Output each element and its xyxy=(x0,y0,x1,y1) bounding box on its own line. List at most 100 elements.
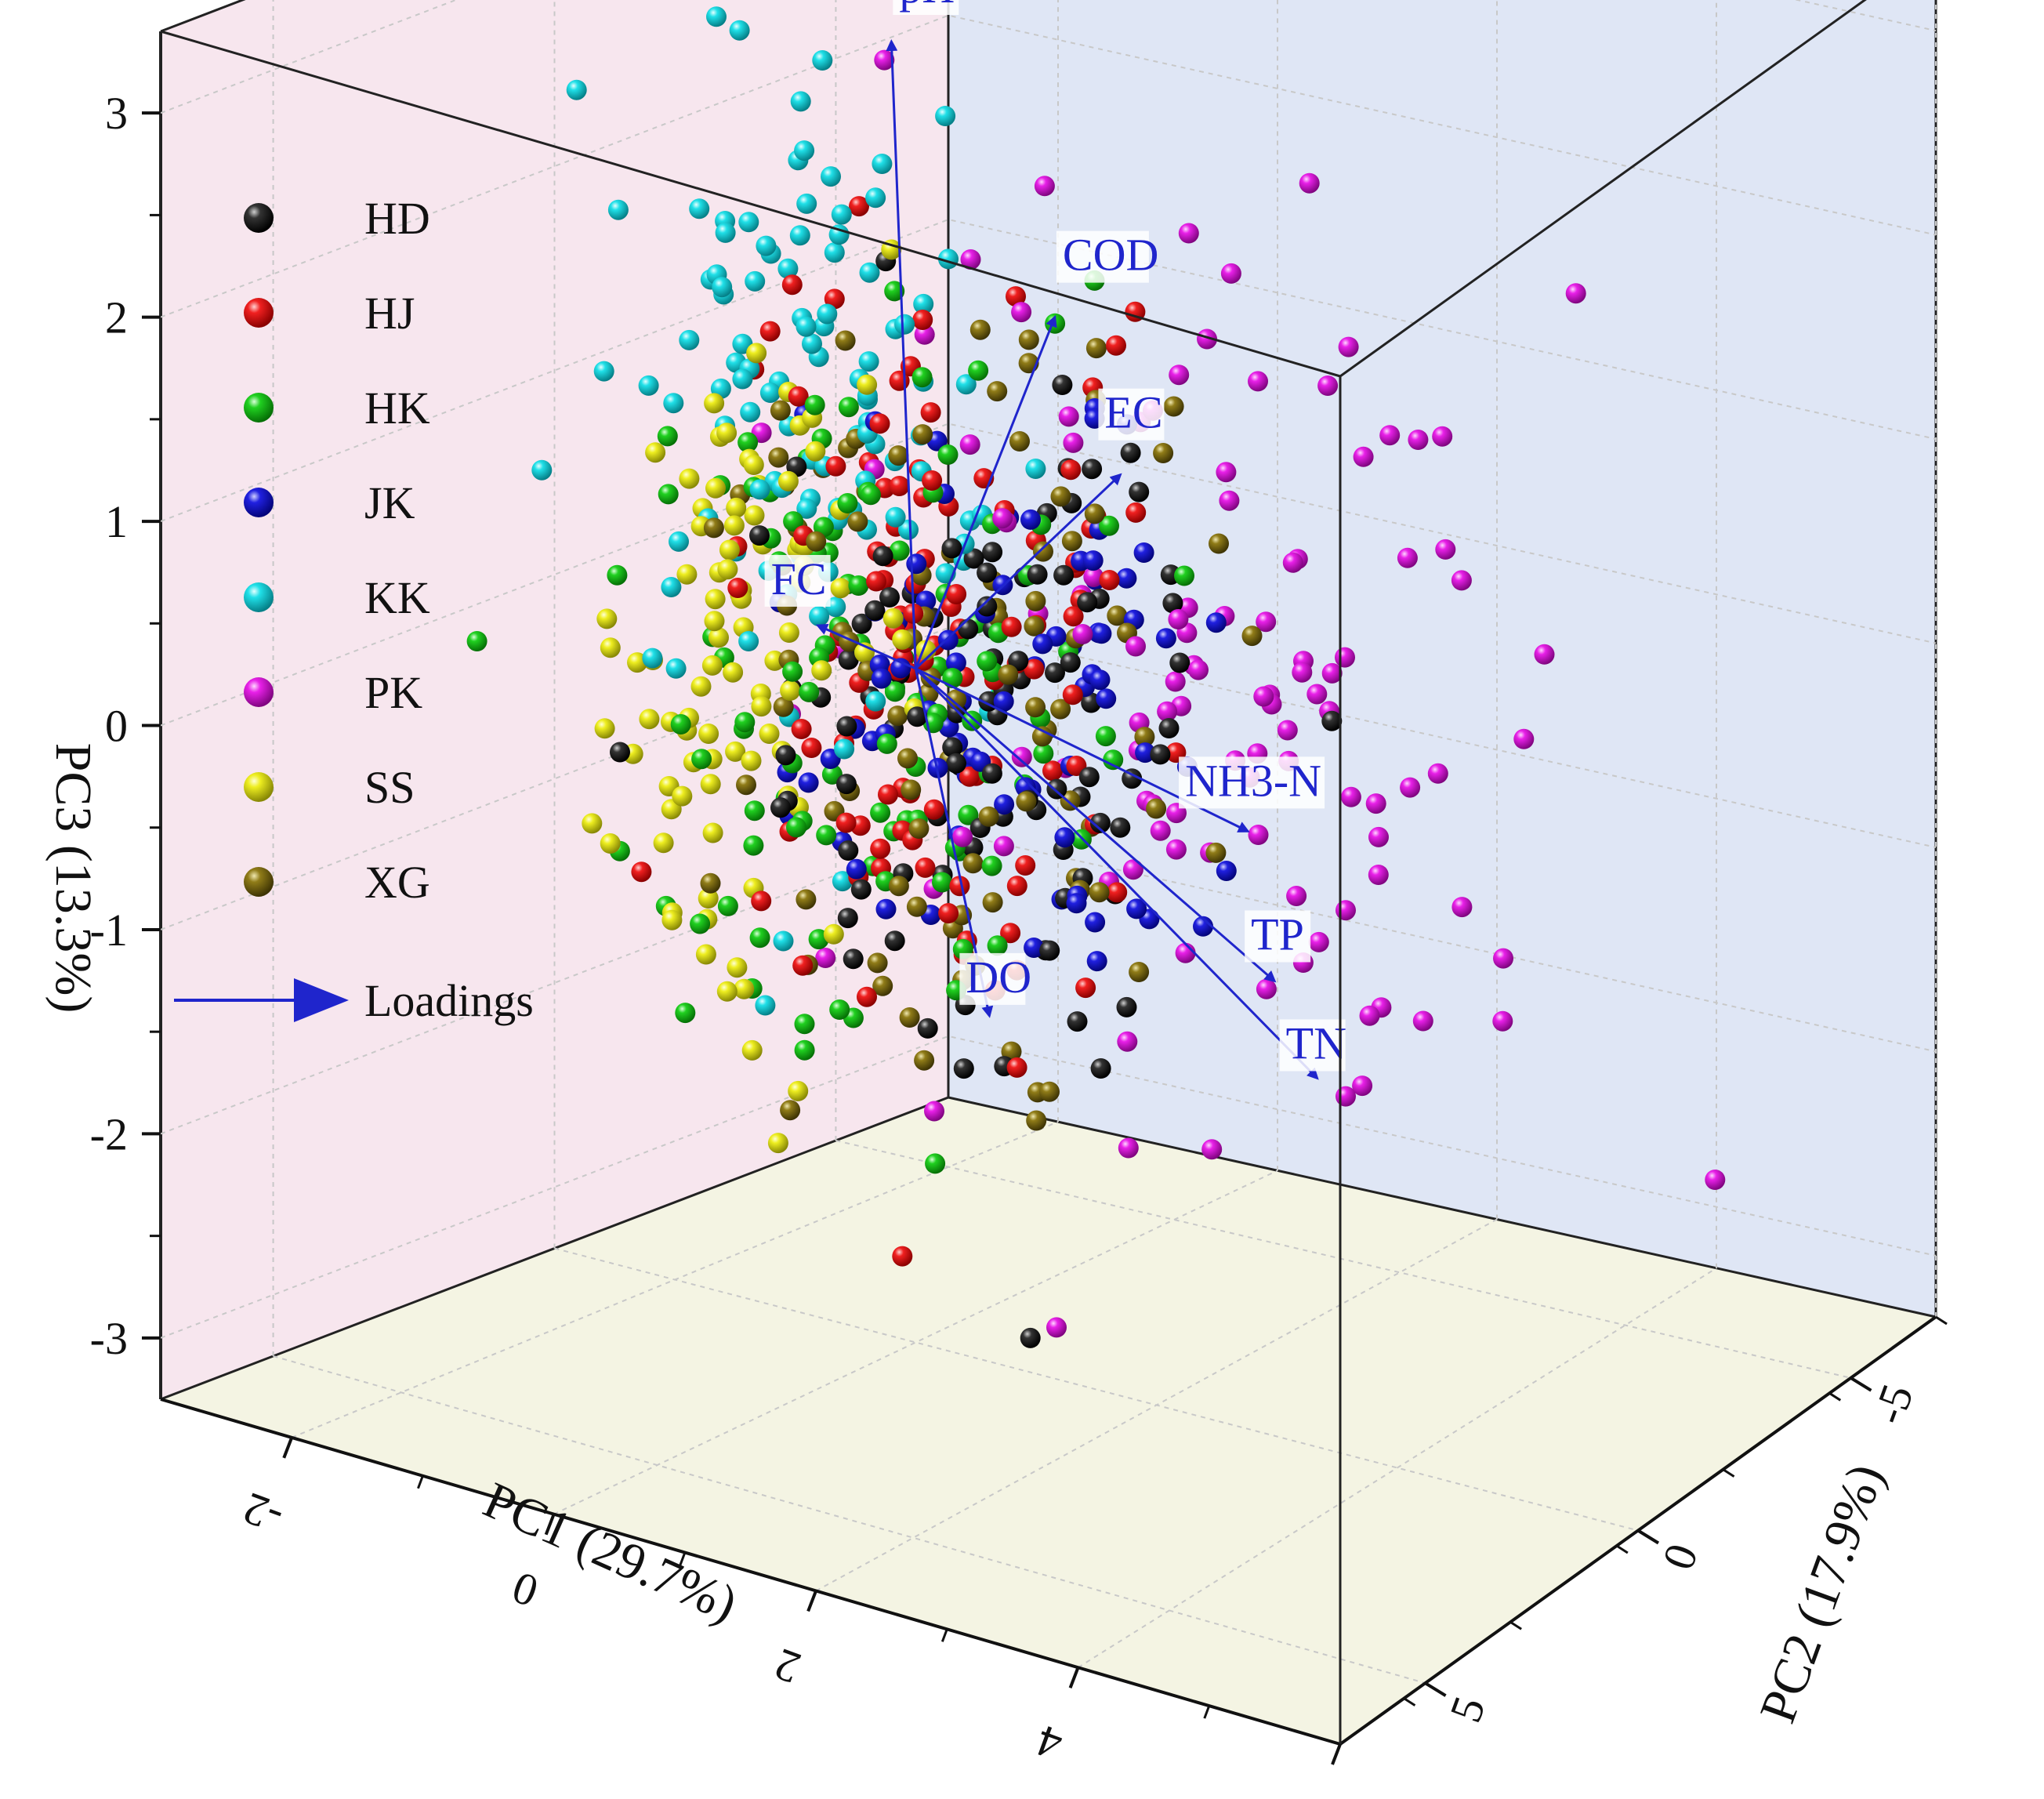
y-minor-tick xyxy=(1509,1621,1522,1630)
point-SS xyxy=(701,655,723,676)
point-HD xyxy=(1089,812,1111,833)
point-HJ xyxy=(1106,335,1126,356)
point-HJ xyxy=(791,719,812,739)
point-PK xyxy=(924,1101,944,1122)
point-KK xyxy=(1025,459,1046,479)
point-KK xyxy=(740,401,761,423)
legend-marker-jk xyxy=(244,488,274,517)
point-HD xyxy=(1082,459,1103,480)
wall-grid-z xyxy=(160,14,1937,318)
point-HK xyxy=(466,631,487,651)
box-top-right-edge xyxy=(1339,0,1867,378)
legend-marker-ss xyxy=(244,772,274,802)
point-PK xyxy=(1317,375,1339,396)
point-XG xyxy=(1134,727,1155,748)
point-JK xyxy=(798,772,819,793)
point-HD xyxy=(1321,710,1343,731)
point-JK xyxy=(1091,623,1112,644)
point-PK xyxy=(1046,1317,1067,1338)
point-HD xyxy=(946,753,966,774)
point-SS xyxy=(857,374,878,395)
point-PK xyxy=(1178,223,1199,244)
point-HJ xyxy=(792,955,814,976)
point-HD xyxy=(907,706,928,727)
point-KK xyxy=(821,166,841,187)
point-XG xyxy=(912,424,933,445)
point-XG xyxy=(835,330,856,351)
point-XG xyxy=(1084,503,1105,524)
point-PK xyxy=(874,49,895,71)
point-SS xyxy=(734,978,755,999)
point-HD xyxy=(1039,940,1060,961)
point-HD xyxy=(749,525,770,546)
point-HJ xyxy=(801,738,822,758)
point-XG xyxy=(1025,590,1046,611)
point-HJ xyxy=(870,838,891,859)
point-PK xyxy=(1308,931,1329,952)
point-PK xyxy=(1072,624,1093,644)
wall-grid-z xyxy=(160,831,1937,1135)
point-JK xyxy=(993,691,1014,712)
point-HD xyxy=(977,596,998,617)
loading-label-bg xyxy=(959,952,1026,1005)
point-SS xyxy=(690,676,712,697)
point-HD xyxy=(884,930,905,952)
loading-label-bg xyxy=(764,554,831,607)
z-tick-label: 2 xyxy=(105,292,128,343)
point-PK xyxy=(1368,826,1389,847)
point-SS xyxy=(723,662,744,683)
point-PK xyxy=(1150,820,1171,841)
point-XG xyxy=(1085,338,1107,359)
point-XG xyxy=(906,896,927,917)
point-HJ xyxy=(1015,855,1036,876)
point-KK xyxy=(885,506,906,528)
point-JK xyxy=(1116,568,1137,589)
point-SS xyxy=(751,696,772,717)
legend-marker-hd xyxy=(244,203,274,233)
point-HK xyxy=(870,802,891,823)
point-PK xyxy=(1286,886,1307,906)
point-KK xyxy=(745,270,766,292)
point-HD xyxy=(837,908,858,929)
point-HD xyxy=(981,763,1002,784)
point-HJ xyxy=(857,986,877,1007)
point-HD xyxy=(1046,778,1067,800)
loading-label-bg xyxy=(1245,910,1311,963)
point-PK xyxy=(1168,609,1189,629)
legend-label-hd: HD xyxy=(364,193,430,244)
point-JK xyxy=(1085,912,1106,933)
box-back-edge xyxy=(948,1096,1937,1318)
point-HJ xyxy=(1001,616,1022,637)
point-PK xyxy=(993,836,1014,857)
point-HK xyxy=(794,1039,815,1061)
point-PK xyxy=(1175,942,1196,963)
point-XG xyxy=(806,531,827,552)
point-HD xyxy=(1129,481,1150,502)
loading-label-bg xyxy=(1279,1019,1346,1072)
point-XG xyxy=(773,696,794,717)
point-XG xyxy=(1024,615,1045,637)
point-PK xyxy=(1165,839,1187,860)
point-XG xyxy=(962,853,984,874)
point-KK xyxy=(859,262,880,283)
point-PK xyxy=(1292,662,1313,683)
point-PK xyxy=(1201,1139,1223,1160)
point-HK xyxy=(911,367,933,388)
point-SS xyxy=(741,750,762,771)
point-SS xyxy=(788,1080,809,1101)
point-KK xyxy=(665,658,687,679)
point-HK xyxy=(981,855,1002,876)
point-SS xyxy=(705,477,726,499)
point-SS xyxy=(719,539,740,560)
point-XG xyxy=(1089,882,1110,903)
point-XG xyxy=(1205,842,1227,863)
point-PK xyxy=(1219,490,1240,511)
legend-marker-kk xyxy=(244,582,274,612)
point-PK xyxy=(1216,462,1237,483)
y-minor-tick xyxy=(1403,1697,1416,1707)
point-KK xyxy=(715,222,736,243)
point-XG xyxy=(914,1050,935,1071)
legend-marker-xg xyxy=(244,867,274,897)
point-XG xyxy=(888,876,909,897)
x-tick-label: 6 xyxy=(1292,1792,1331,1799)
